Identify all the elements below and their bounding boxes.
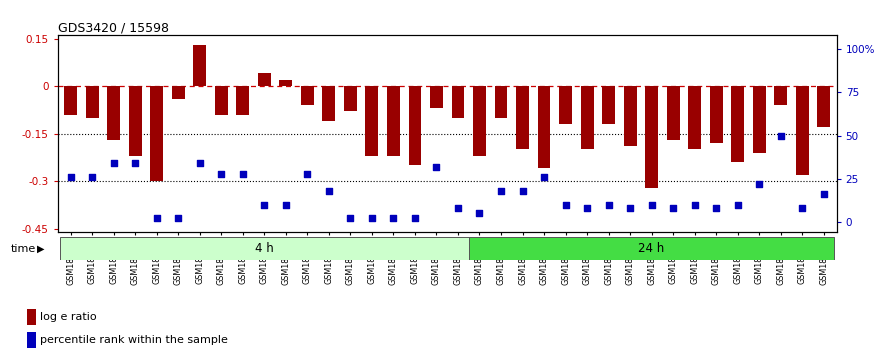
Bar <box>27 332 36 348</box>
Bar <box>85 86 99 118</box>
Bar <box>469 237 835 260</box>
Point <box>537 174 551 180</box>
Bar <box>279 80 292 86</box>
Bar <box>150 86 163 181</box>
Point <box>214 171 229 176</box>
Point <box>623 205 637 211</box>
Point <box>408 216 422 221</box>
Point <box>580 205 595 211</box>
Bar <box>645 86 658 188</box>
Text: 4 h: 4 h <box>255 242 274 255</box>
Text: GDS3420 / 15598: GDS3420 / 15598 <box>58 21 169 34</box>
Bar <box>172 86 185 99</box>
Bar <box>495 86 507 118</box>
Bar <box>430 86 443 108</box>
Bar <box>667 86 680 140</box>
Point <box>150 216 164 221</box>
Point <box>257 202 271 207</box>
Bar <box>817 86 830 127</box>
Bar <box>603 86 615 124</box>
Point <box>752 181 766 187</box>
Bar <box>688 86 701 149</box>
Bar <box>64 86 77 115</box>
Text: ▶: ▶ <box>37 244 44 254</box>
Bar <box>237 86 249 115</box>
Point <box>365 216 379 221</box>
Bar <box>409 86 421 165</box>
Bar <box>27 309 36 325</box>
Point <box>731 202 745 207</box>
Bar <box>301 86 314 105</box>
Text: 24 h: 24 h <box>638 242 665 255</box>
Text: log e ratio: log e ratio <box>40 312 97 322</box>
Point <box>795 205 809 211</box>
Point <box>473 211 487 216</box>
Bar <box>559 86 572 124</box>
Point <box>107 160 121 166</box>
Bar <box>344 86 357 112</box>
Point <box>687 202 701 207</box>
Bar <box>451 86 465 118</box>
Point <box>322 188 336 194</box>
Bar <box>516 86 529 149</box>
Point <box>666 205 680 211</box>
Bar <box>60 237 469 260</box>
Bar <box>387 86 400 156</box>
Point <box>451 205 465 211</box>
Bar <box>709 86 723 143</box>
Bar <box>538 86 551 169</box>
Point <box>386 216 400 221</box>
Bar <box>753 86 765 153</box>
Point <box>344 216 358 221</box>
Point <box>279 202 293 207</box>
Bar <box>129 86 142 156</box>
Point <box>709 205 724 211</box>
Text: percentile rank within the sample: percentile rank within the sample <box>40 335 228 346</box>
Bar <box>796 86 809 175</box>
Point <box>644 202 659 207</box>
Point <box>236 171 250 176</box>
Point <box>85 174 100 180</box>
Bar <box>473 86 486 156</box>
Point <box>429 164 443 170</box>
Bar <box>624 86 636 146</box>
Bar <box>774 86 787 105</box>
Text: time: time <box>11 244 36 254</box>
Point <box>128 160 142 166</box>
Point <box>558 202 572 207</box>
Point <box>171 216 185 221</box>
Point <box>773 133 788 138</box>
Point <box>816 192 830 197</box>
Bar <box>258 73 271 86</box>
Bar <box>214 86 228 115</box>
Point <box>193 160 207 166</box>
Bar <box>732 86 744 162</box>
Bar <box>193 45 206 86</box>
Bar <box>580 86 594 149</box>
Point <box>64 174 78 180</box>
Bar <box>108 86 120 140</box>
Point <box>515 188 530 194</box>
Bar <box>366 86 378 156</box>
Point <box>494 188 508 194</box>
Point <box>602 202 616 207</box>
Bar <box>322 86 336 121</box>
Point <box>300 171 314 176</box>
